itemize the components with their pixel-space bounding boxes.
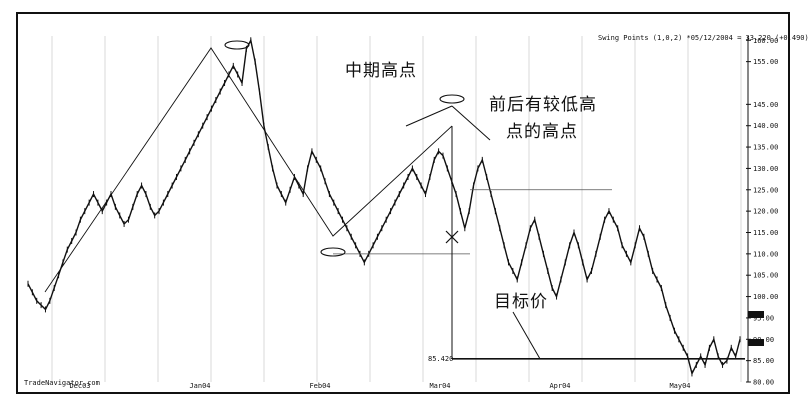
swing-high-oval	[224, 40, 250, 50]
y-tick-label: 80.00	[753, 379, 774, 387]
y-tick-label: 100.00	[753, 293, 778, 301]
y-tick-label: 95.00	[753, 314, 774, 322]
y-tick-label: 125.00	[753, 186, 778, 194]
y-tick-label: 110.00	[753, 250, 778, 258]
swing-low-oval	[320, 247, 346, 257]
y-tick-label: 135.00	[753, 144, 778, 152]
arrow-line	[451, 105, 491, 141]
target-price-label: 85.420	[428, 355, 453, 363]
y-tick-label: 130.00	[753, 165, 778, 173]
x-tick-label: Jan04	[189, 382, 210, 390]
x-tick-label: Apr04	[549, 382, 570, 390]
y-tick-label: 115.00	[753, 229, 778, 237]
annotation-lower-highs-line1: 前后有较低高	[489, 95, 597, 115]
y-tick-label: 145.00	[753, 101, 778, 109]
chart-frame	[16, 12, 790, 394]
price-series-line	[27, 38, 741, 376]
annotation-mid-high: 中期高点	[345, 61, 417, 81]
y-tick-label: 140.00	[753, 122, 778, 130]
y-tick-label: 120.00	[753, 208, 778, 216]
x-tick-label: Feb04	[309, 382, 330, 390]
y-tick-label: 85.00	[753, 357, 774, 365]
target-pointer	[512, 311, 541, 360]
x-tick-label: May04	[669, 382, 690, 390]
arrow-line	[405, 105, 453, 127]
measure-x-mark	[445, 230, 459, 244]
y-tick-label: 105.00	[753, 272, 778, 280]
y-tick-label: 160.00	[753, 37, 778, 45]
chart-watermark: TradeNavigator.com	[24, 379, 100, 387]
annotation-target-price: 目标价	[494, 292, 548, 312]
axis-marker	[748, 311, 764, 318]
y-tick-label: 155.00	[753, 58, 778, 66]
axis-marker	[748, 339, 764, 346]
swing-high-oval	[439, 94, 465, 104]
swing-line	[44, 47, 453, 293]
annotation-lower-highs-line2: 点的高点	[506, 122, 578, 142]
chart-header: Swing Points (1,0,2) *05/12/2004 = 33.22…	[598, 34, 809, 42]
x-tick-label: Mar04	[429, 382, 450, 390]
x-tick-label: Dec03	[69, 382, 90, 390]
